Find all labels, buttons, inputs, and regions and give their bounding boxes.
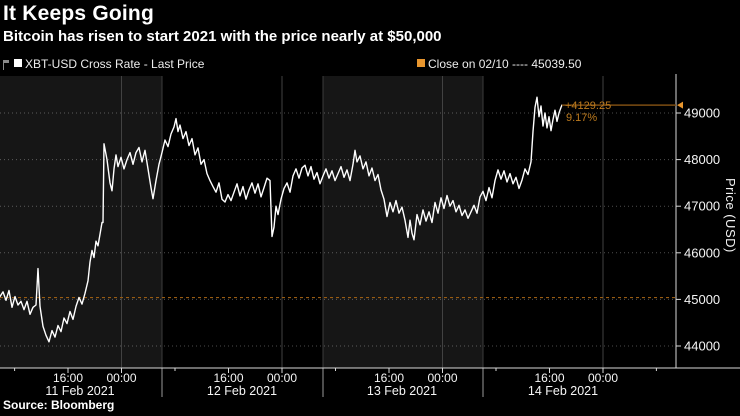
price-change-percent-label: 9.17% <box>566 112 597 124</box>
x-time-label: 16:00 <box>53 371 83 385</box>
x-time-label: 16:00 <box>374 371 404 385</box>
series2-swatch-icon <box>417 59 425 67</box>
last-price-marker-icon <box>677 101 683 109</box>
x-time-label: 00:00 <box>427 371 457 385</box>
legend-series2-label: Close on 02/10 ---- 45039.50 <box>428 57 582 71</box>
price-line <box>0 96 563 343</box>
x-date-label: 14 Feb 2021 <box>528 384 598 398</box>
legend-series1-label: XBT-USD Cross Rate - Last Price <box>25 57 205 71</box>
x-time-label: 00:00 <box>106 371 136 385</box>
day-band <box>323 76 483 368</box>
x-date-label: 12 Feb 2021 <box>207 384 277 398</box>
chart-subtitle: Bitcoin has risen to start 2021 with the… <box>3 28 442 45</box>
series1-swatch-icon <box>14 59 22 67</box>
day-band <box>0 76 162 368</box>
y-axis-title: Price (USD) <box>723 178 738 253</box>
x-time-label: 16:00 <box>213 371 243 385</box>
x-time-label: 00:00 <box>267 371 297 385</box>
source-credit: Source: Bloomberg <box>3 398 115 412</box>
y-tick-label: 48000 <box>684 152 720 167</box>
x-time-label: 00:00 <box>588 371 618 385</box>
x-date-label: 11 Feb 2021 <box>45 384 114 398</box>
y-tick-label: 46000 <box>684 245 720 260</box>
y-tick-label: 49000 <box>684 106 720 121</box>
page-title: It Keeps Going <box>3 2 154 25</box>
x-date-label: 13 Feb 2021 <box>367 384 437 398</box>
y-tick-label: 44000 <box>684 339 720 354</box>
y-tick-label: 47000 <box>684 199 720 214</box>
y-tick-label: 45000 <box>684 292 720 307</box>
price-change-label: +4129.25 <box>565 100 611 112</box>
x-time-label: 16:00 <box>534 371 564 385</box>
legend-key-icon <box>3 60 9 70</box>
legend: XBT-USD Cross Rate - Last Price Close on… <box>0 57 740 71</box>
